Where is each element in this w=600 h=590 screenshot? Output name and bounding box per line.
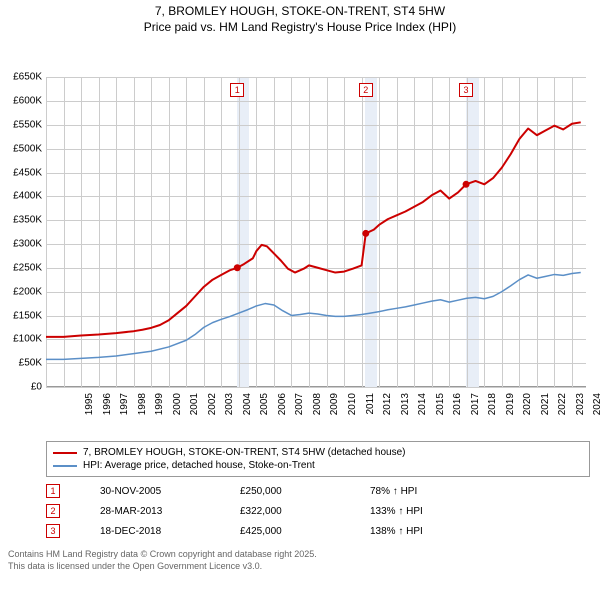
x-tick-label: 2013 [400,393,411,433]
legend-row: HPI: Average price, detached house, Stok… [53,459,583,472]
sales-row: 3 18-DEC-2018 £425,000 138% ↑ HPI [46,521,590,541]
x-tick-label: 1996 [102,393,113,433]
legend-swatch [53,465,77,467]
sales-row-hpi-relative: 138% ↑ HPI [370,526,423,537]
sales-table: 1 30-NOV-2005 £250,000 78% ↑ HPI 2 28-MAR-201… [46,481,590,541]
x-tick-label: 2001 [189,393,200,433]
footer-line-2: This data is licensed under the Open Gov… [8,561,592,573]
title-line-2: Price paid vs. HM Land Registry's House … [0,20,600,36]
legend-swatch [53,452,77,454]
x-tick-label: 2008 [312,393,323,433]
sales-row-marker: 3 [46,524,60,538]
legend-label: HPI: Average price, detached house, Stok… [83,460,315,471]
x-tick-label: 2018 [487,393,498,433]
x-tick-label: 2019 [505,393,516,433]
sales-row-date: 18-DEC-2018 [100,526,200,537]
x-tick-label: 2023 [575,393,586,433]
sales-row-hpi-relative: 78% ↑ HPI [370,486,417,497]
sales-row-price: £250,000 [240,486,330,497]
x-tick-label: 2006 [277,393,288,433]
x-tick-label: 2014 [417,393,428,433]
x-tick-label: 2003 [224,393,235,433]
x-tick-label: 1995 [84,393,95,433]
series-hpi [46,273,581,360]
sales-row-marker: 1 [46,484,60,498]
legend-label: 7, BROMLEY HOUGH, STOKE-ON-TRENT, ST4 5H… [83,447,406,458]
sale-marker-dot [234,264,241,271]
x-tick-label: 2010 [347,393,358,433]
x-tick-label: 2015 [435,393,446,433]
x-tick-label: 2020 [522,393,533,433]
x-tick-label: 2011 [365,393,376,433]
sales-row: 1 30-NOV-2005 £250,000 78% ↑ HPI [46,481,590,501]
x-tick-label: 1997 [119,393,130,433]
footer-attribution: Contains HM Land Registry data © Crown c… [0,543,600,576]
x-tick-label: 2002 [207,393,218,433]
series-price_paid [46,122,581,337]
x-tick-label: 1999 [154,393,165,433]
x-tick-label: 1998 [137,393,148,433]
x-tick-label: 2000 [172,393,183,433]
sale-marker-label: 2 [359,83,373,97]
sales-row-marker: 2 [46,504,60,518]
footer-line-1: Contains HM Land Registry data © Crown c… [8,549,592,561]
x-tick-label: 2005 [259,393,270,433]
sale-marker-label: 1 [230,83,244,97]
x-tick-label: 2009 [329,393,340,433]
sales-row-price: £425,000 [240,526,330,537]
x-tick-label: 2016 [452,393,463,433]
legend-row: 7, BROMLEY HOUGH, STOKE-ON-TRENT, ST4 5H… [53,446,583,459]
sale-marker-dot [463,181,470,188]
sales-row-price: £322,000 [240,506,330,517]
x-tick-label: 2024 [592,393,600,433]
sales-row-date: 28-MAR-2013 [100,506,200,517]
x-tick-label: 2007 [294,393,305,433]
sales-row: 2 28-MAR-2013 £322,000 133% ↑ HPI [46,501,590,521]
x-tick-label: 2012 [382,393,393,433]
chart-area: £0£50K£100K£150K£200K£250K£300K£350K£400… [0,37,600,435]
title-line-1: 7, BROMLEY HOUGH, STOKE-ON-TRENT, ST4 5H… [0,4,600,20]
series-svg [0,37,590,391]
x-tick-label: 2022 [557,393,568,433]
x-tick-label: 2021 [540,393,551,433]
sale-marker-dot [362,230,369,237]
legend: 7, BROMLEY HOUGH, STOKE-ON-TRENT, ST4 5H… [46,441,590,477]
sales-row-hpi-relative: 133% ↑ HPI [370,506,423,517]
sale-marker-label: 3 [459,83,473,97]
chart-title: 7, BROMLEY HOUGH, STOKE-ON-TRENT, ST4 5H… [0,0,600,37]
sales-row-date: 30-NOV-2005 [100,486,200,497]
x-tick-label: 2017 [470,393,481,433]
x-tick-label: 2004 [242,393,253,433]
